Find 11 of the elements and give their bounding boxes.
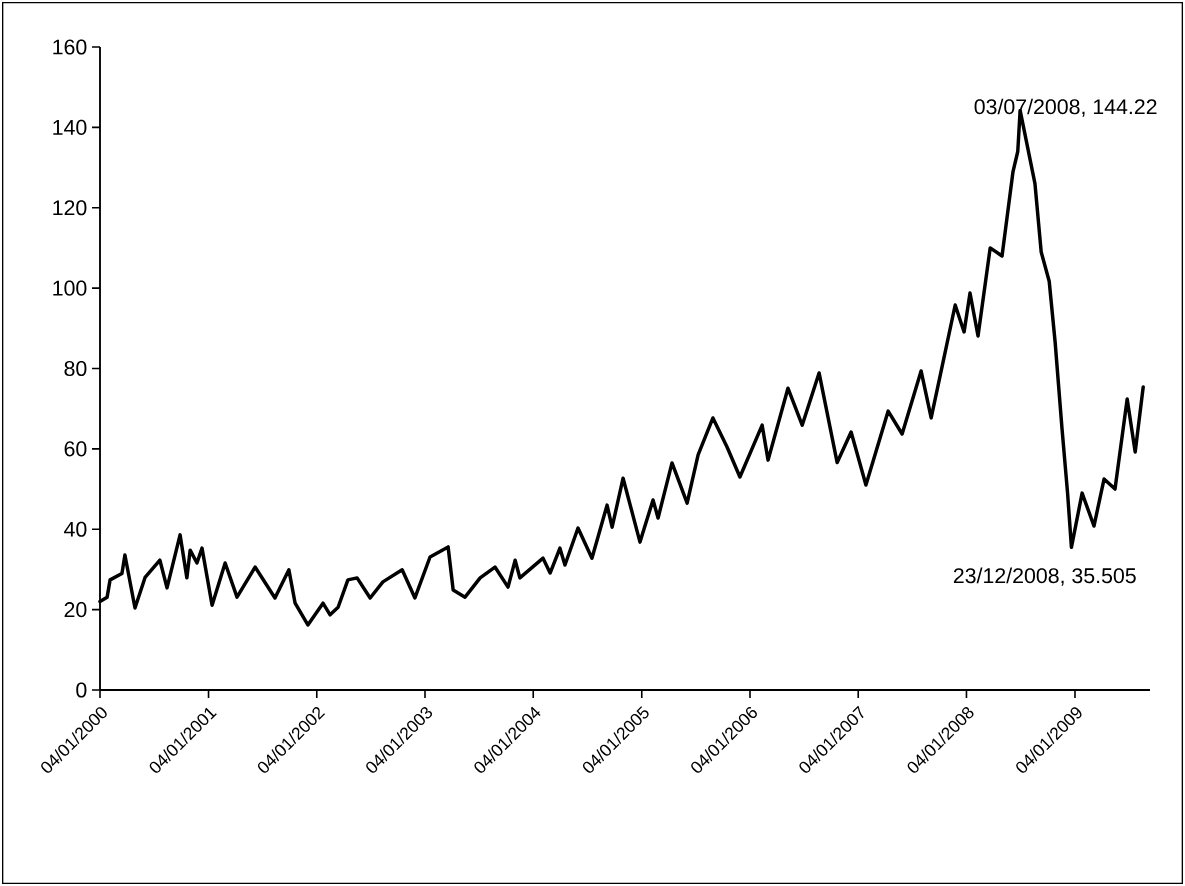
y-tick-label: 40 [64, 521, 87, 537]
y-tick-label: 80 [64, 360, 87, 377]
annotation: 23/12/2008, 35.505 [953, 567, 1136, 586]
y-tick-label: 100 [53, 280, 87, 296]
y-tick-label: 60 [64, 441, 87, 457]
y-tick-label: 0 [76, 682, 87, 698]
y-tick-label: 140 [53, 119, 87, 135]
y-tick-label: 120 [53, 200, 87, 216]
y-tick-label: 160 [53, 39, 87, 55]
annotation: 03/07/2008, 144.22 [974, 98, 1157, 117]
y-tick-label: 20 [64, 602, 87, 618]
